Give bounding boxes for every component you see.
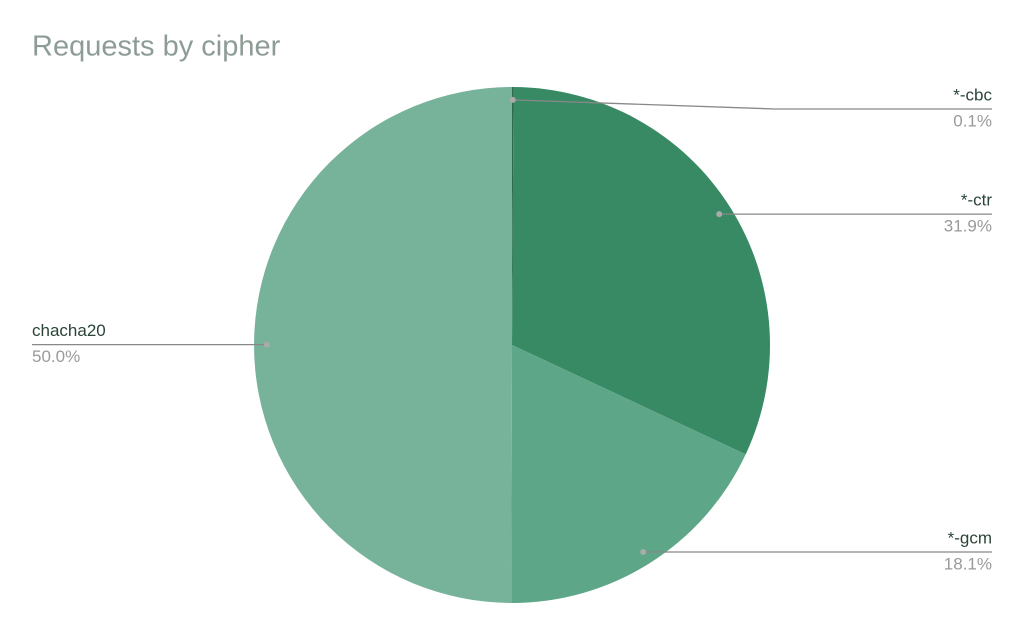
leader-dot	[716, 211, 723, 218]
leader-dot	[509, 96, 516, 103]
leader-dot	[263, 341, 270, 348]
legend-label: *-ctr	[961, 191, 993, 210]
chart-title: Requests by cipher	[32, 31, 281, 63]
pie-slice	[511, 345, 746, 603]
legend-label: *-gcm	[948, 529, 992, 548]
data-label: 50.0%	[32, 347, 80, 366]
data-label: 31.9%	[944, 217, 992, 236]
leader-dot	[640, 549, 647, 556]
pie-slice	[512, 87, 771, 455]
legend-label: *-cbc	[953, 85, 992, 104]
pie-slice	[254, 87, 513, 603]
data-label: 0.1%	[953, 111, 992, 130]
pie-slice	[512, 87, 514, 345]
data-label: 18.1%	[944, 555, 992, 574]
legend-label: chacha20	[32, 321, 106, 340]
leader-line	[512, 99, 992, 110]
